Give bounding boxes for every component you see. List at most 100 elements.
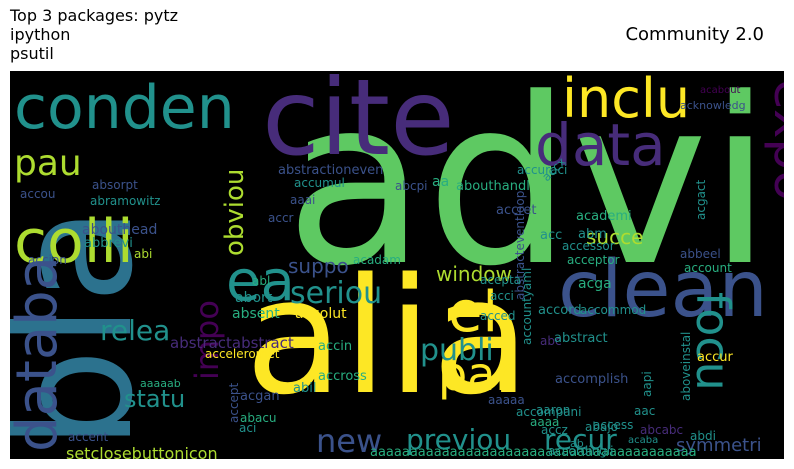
cloud-word: aaaaab — [140, 377, 181, 390]
cloud-word: aaaaa — [488, 393, 525, 407]
cloud-word: acced — [480, 309, 516, 323]
title-line-1: Top 3 packages: pytz — [10, 6, 179, 25]
cloud-word: abbeel — [680, 247, 721, 261]
figure-title: Top 3 packages: pytz ipython psutil — [10, 6, 178, 63]
cloud-word: pau — [14, 143, 82, 184]
cloud-word: aaron — [536, 403, 570, 417]
cloud-word: aa — [432, 174, 449, 190]
title-line-2: ipython — [10, 25, 71, 44]
cloud-word: abi — [134, 247, 152, 261]
cloud-word: acgact — [694, 179, 708, 220]
cloud-word: abouthead — [82, 222, 157, 238]
cloud-word: obviou — [220, 169, 250, 256]
cloud-word: abdi — [690, 429, 716, 443]
cloud-word: conden — [14, 73, 235, 143]
cloud-word: ab — [570, 437, 584, 450]
cloud-word: absorpt — [92, 178, 138, 192]
cloud-word: abil — [293, 381, 316, 396]
cloud-word: aaai — [290, 193, 315, 207]
cloud-word: publi — [420, 333, 494, 368]
word-cloud: advi alia bla cite clean conden colli databa dat… — [10, 71, 784, 459]
cloud-word: abouthandl — [456, 179, 530, 194]
cloud-word: acaba — [628, 435, 658, 446]
cloud-word: window — [436, 262, 512, 286]
cloud-word: accou — [20, 187, 56, 201]
cloud-word: aaaa — [530, 415, 559, 429]
cloud-word: aac — [634, 404, 655, 418]
cloud-word: succe — [586, 225, 643, 249]
cloud-word: abl — [252, 274, 270, 288]
cloud-word: acadam — [353, 253, 401, 267]
cloud-word: databa — [10, 256, 70, 452]
cloud-word: accuraci — [517, 163, 567, 177]
cloud-word: acepta — [480, 273, 521, 287]
cloud-word: accompani — [516, 405, 582, 419]
cloud-word: accz — [541, 423, 568, 437]
cloud-word: acknowledg — [680, 99, 746, 112]
cloud-word: abcabc — [640, 423, 683, 437]
cloud-word: academi — [576, 209, 632, 224]
cloud-word: abm — [578, 227, 607, 242]
cloud-word: advi — [285, 71, 772, 317]
cloud-word: recur — [544, 423, 617, 456]
cloud-word: clean — [558, 245, 768, 335]
cloud-word: abajo — [585, 420, 618, 434]
cloud-word: accommod — [580, 303, 646, 317]
cloud-word: alia — [245, 243, 530, 430]
cloud-word: aboveinstal — [679, 332, 693, 401]
cloud-word: acabout — [700, 85, 741, 96]
cloud-word: abc — [540, 334, 562, 348]
cloud-word: colli — [14, 207, 134, 277]
cloud-word: acga — [578, 276, 612, 292]
cloud-word: abacu — [240, 411, 277, 425]
cloud-word: relea — [100, 314, 170, 347]
cloud-word: accessor — [562, 239, 615, 253]
cloud-word: abstractioneven — [278, 163, 383, 178]
community-label: Community 2.0 — [625, 24, 764, 45]
cloud-word: acgan — [240, 389, 280, 404]
cloud-word: accion — [28, 253, 67, 267]
cloud-word: seriou — [290, 276, 382, 311]
cloud-word: accross — [318, 369, 367, 384]
cloud-word: aaaaaaaaaaaaaaaaaaaaaaaaaaaaaaaaaaaaaaaa… — [370, 445, 697, 459]
cloud-word: acceptor — [567, 253, 620, 267]
cloud-word: accin — [318, 339, 352, 354]
cloud-word: accountyaml — [520, 268, 534, 345]
cloud-word: impo — [188, 300, 226, 380]
cloud-word: account — [684, 261, 732, 275]
cloud-word: acceleromet — [205, 347, 280, 361]
cloud-word: ea — [226, 249, 295, 314]
cloud-word: accumul — [294, 176, 345, 190]
cloud-word: previou — [406, 423, 511, 456]
cloud-word: bla — [10, 206, 168, 450]
cloud-word: access — [593, 418, 633, 432]
cloud-word: acci — [490, 289, 514, 303]
cloud-word: accur — [697, 350, 734, 365]
cloud-word: accept — [227, 382, 241, 423]
cloud-word: symmetri — [676, 435, 762, 456]
cloud-word: expo — [763, 79, 784, 201]
cloud-word: abbrevi — [84, 236, 133, 251]
cloud-word: accent — [68, 430, 109, 444]
cloud-word: abstractabstract — [170, 334, 294, 352]
cloud-word: data — [535, 111, 666, 179]
cloud-word: new — [316, 422, 382, 459]
cloud-word: accret — [496, 203, 536, 218]
cloud-word: accomplish — [555, 372, 628, 387]
cloud-word: accr — [268, 211, 294, 225]
cloud-word: el — [448, 280, 498, 345]
cloud-word: acc — [540, 228, 562, 243]
cloud-word: abcpi — [395, 179, 428, 193]
cloud-word: abstracteventloop — [513, 191, 527, 300]
cloud-word: suppo — [288, 254, 349, 278]
cloud-word: absent — [232, 306, 280, 322]
title-line-3: psutil — [10, 44, 54, 63]
cloud-word: aci — [239, 421, 256, 435]
cloud-word: focu — [686, 292, 740, 391]
cloud-word: par — [438, 347, 514, 401]
cloud-word: accordingli — [548, 444, 613, 458]
cloud-word: statu — [124, 385, 185, 413]
cloud-word: inclu — [562, 71, 690, 130]
cloud-word: abstract — [554, 331, 608, 346]
